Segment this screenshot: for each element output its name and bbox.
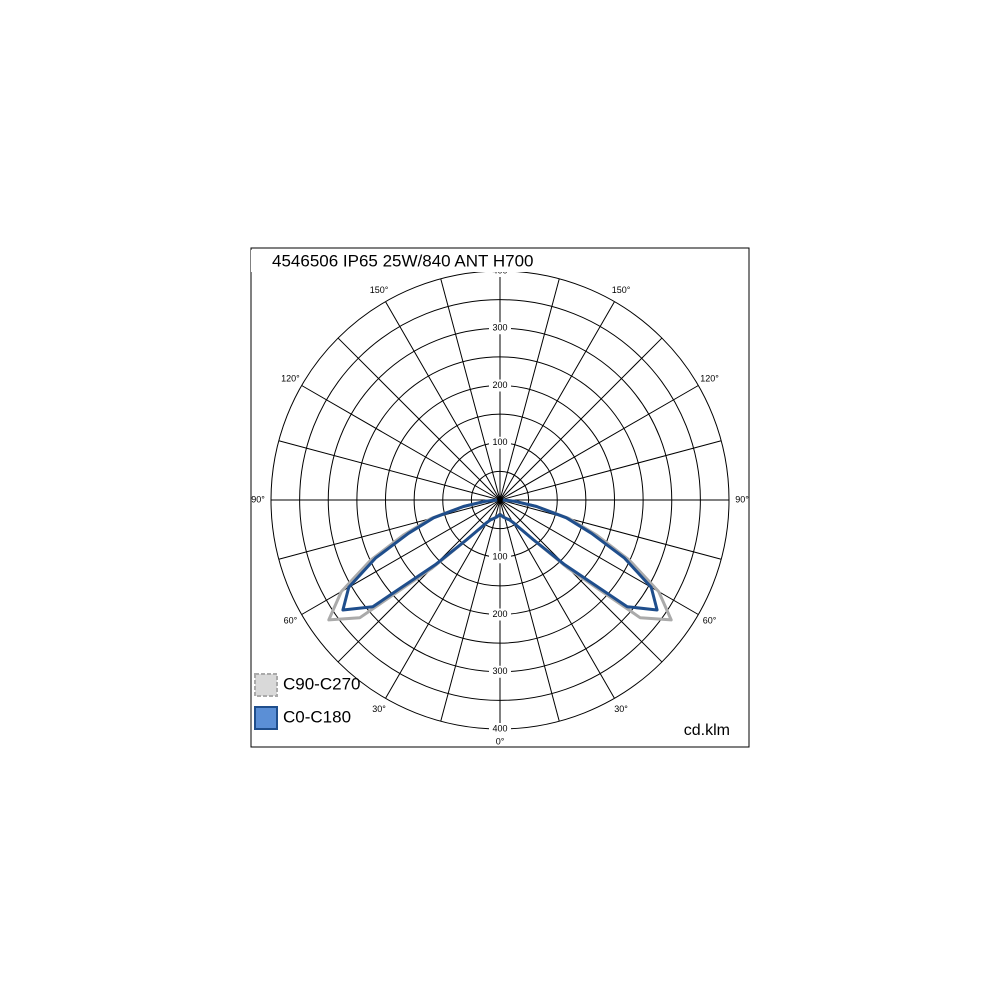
spoke (499, 499, 663, 663)
spoke (499, 278, 560, 501)
spoke (440, 278, 501, 501)
r-tick-label: 100 (492, 437, 507, 447)
r-label-bg (489, 608, 511, 621)
spoke (385, 499, 501, 699)
unit-label: cd.klm (684, 722, 730, 739)
spoke (499, 499, 615, 699)
r-label-bg (489, 723, 511, 735)
spoke (499, 337, 663, 501)
spoke (499, 440, 722, 501)
r-label-bg (489, 436, 511, 449)
r-tick-label: 100 (492, 552, 507, 562)
chart-title: 4546506 IP65 25W/840 ANT H700 (272, 251, 533, 270)
angle-label: 120° (700, 373, 719, 383)
r-tick-label: 200 (492, 380, 507, 390)
angle-label: 60° (284, 615, 298, 625)
r-label-bg (489, 379, 511, 392)
intensity-curve (341, 498, 501, 612)
angle-label: 90° (735, 494, 749, 504)
spoke (337, 337, 501, 501)
spoke (499, 301, 615, 501)
angle-label: 150° (612, 285, 631, 295)
r-tick-label: 200 (492, 609, 507, 619)
spoke (278, 440, 501, 501)
angle-label: 30° (614, 704, 628, 714)
angle-label: 120° (281, 373, 300, 383)
spoke (385, 301, 501, 501)
center (497, 497, 503, 503)
curves (327, 497, 673, 622)
spoke (301, 499, 501, 615)
legend-label: C90-C270 (283, 674, 361, 693)
r-tick-label: 300 (492, 323, 507, 333)
legend-swatch (254, 673, 278, 697)
angle-label: 0° (496, 736, 505, 746)
legend-label: C0-C180 (283, 707, 351, 726)
spoke (278, 499, 501, 560)
r-tick-label: 400 (492, 723, 507, 733)
r-label-bg (489, 665, 511, 678)
spoke (499, 499, 699, 615)
spoke (499, 499, 560, 722)
labels: 1001002002003003004004000°30°30°60°60°90… (251, 265, 749, 746)
spoke (440, 499, 501, 722)
angle-label: 150° (370, 285, 389, 295)
r-label-bg (489, 322, 511, 335)
r-label-bg (489, 551, 511, 564)
title-bg (251, 250, 581, 272)
legend-swatch (254, 706, 278, 730)
angle-label: 90° (251, 494, 265, 504)
angle-label: 60° (703, 615, 717, 625)
spoke (337, 499, 501, 663)
intensity-curve (499, 498, 659, 612)
spoke (301, 385, 501, 501)
spoke (499, 385, 699, 501)
spoke (499, 499, 722, 560)
r-tick-label: 300 (492, 666, 507, 676)
grid (270, 270, 730, 730)
angle-label: 30° (372, 704, 386, 714)
